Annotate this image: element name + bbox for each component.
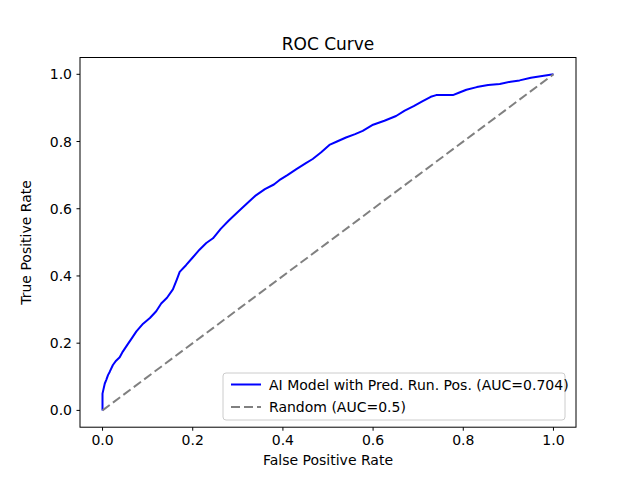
y-tick-label: 0.8 bbox=[50, 134, 72, 150]
roc-figure: 0.0 0.2 0.4 0.6 0.8 1.0 0.0 0.2 0.4 0.6 0.8 1.0 RO… bbox=[0, 0, 640, 480]
legend-label-model: AI Model with Pred. Run. Pos. (AUC=0.704… bbox=[269, 377, 569, 393]
x-tick-label: 0.6 bbox=[362, 432, 384, 448]
chart-title: ROC Curve bbox=[282, 34, 375, 54]
x-tick-label: 1.0 bbox=[542, 432, 564, 448]
x-axis: 0.0 0.2 0.4 0.6 0.8 1.0 bbox=[91, 427, 564, 448]
roc-chart-canvas: 0.0 0.2 0.4 0.6 0.8 1.0 0.0 0.2 0.4 0.6 0.8 1.0 RO… bbox=[0, 0, 640, 480]
y-tick-label: 0.6 bbox=[50, 201, 72, 217]
y-axis: 0.0 0.2 0.4 0.6 0.8 1.0 bbox=[50, 66, 80, 418]
x-axis-label: False Positive Rate bbox=[263, 452, 393, 468]
x-tick-label: 0.2 bbox=[182, 432, 204, 448]
y-tick-label: 0.0 bbox=[50, 402, 72, 418]
x-tick-label: 0.0 bbox=[91, 432, 113, 448]
x-tick-label: 0.4 bbox=[272, 432, 294, 448]
legend-label-random: Random (AUC=0.5) bbox=[269, 399, 406, 415]
y-tick-label: 0.2 bbox=[50, 335, 72, 351]
x-tick-label: 0.8 bbox=[452, 432, 474, 448]
legend: AI Model with Pred. Run. Pos. (AUC=0.704… bbox=[223, 373, 569, 420]
y-tick-label: 0.4 bbox=[50, 268, 72, 284]
y-tick-label: 1.0 bbox=[50, 66, 72, 82]
y-axis-label: True Positive Rate bbox=[18, 180, 34, 306]
